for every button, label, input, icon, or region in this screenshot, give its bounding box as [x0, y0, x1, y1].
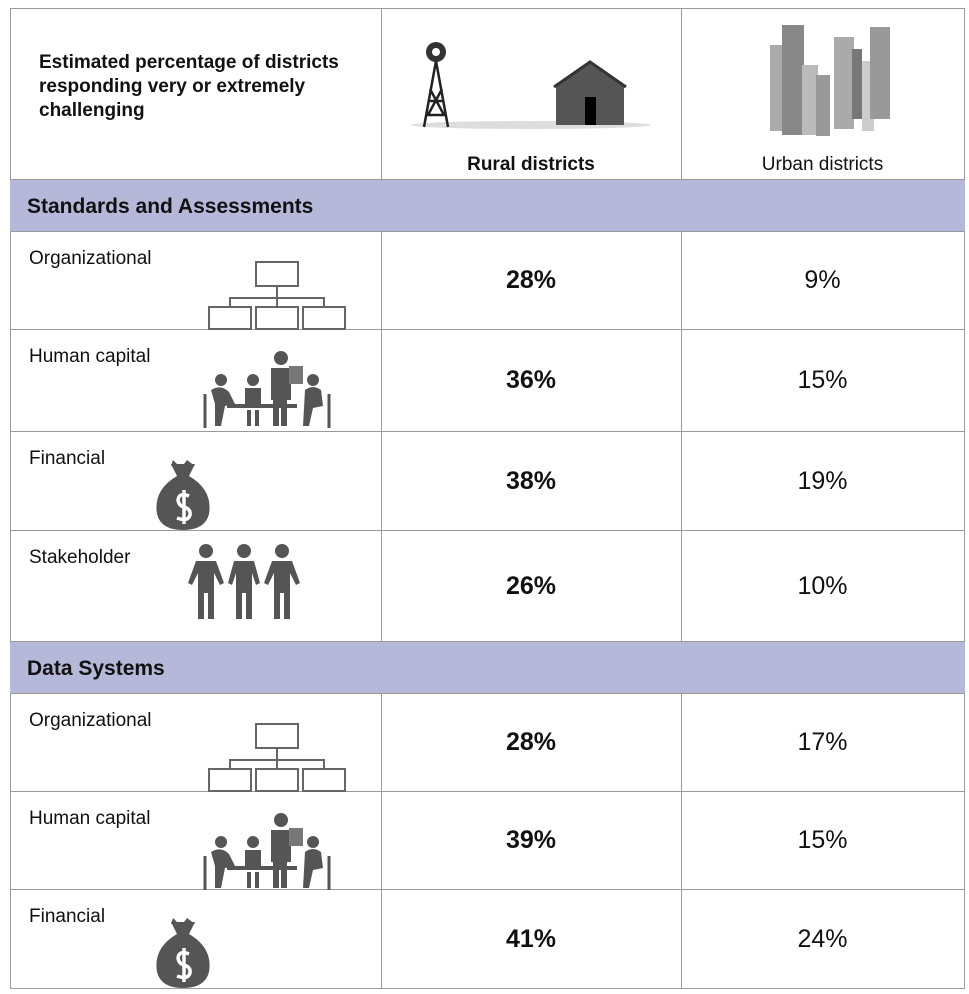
row-icon — [151, 446, 221, 536]
row-label-cell: Organizational — [10, 232, 382, 330]
row-label: Organizational — [29, 248, 152, 270]
urban-icon — [766, 21, 896, 136]
row-label: Organizational — [29, 710, 152, 732]
row-icon — [208, 708, 348, 798]
value-cell: 28% — [381, 694, 682, 792]
rural-value: 36% — [381, 366, 681, 395]
urban-value: 9% — [681, 266, 964, 295]
header-cell: Rural districts — [381, 8, 682, 180]
header-cell: Urban districts — [681, 8, 965, 180]
table-title: Estimated percentage of districts respon… — [39, 51, 359, 123]
row-label-cell: Organizational — [10, 694, 382, 792]
rural-value: 38% — [381, 467, 681, 496]
row-label: Stakeholder — [29, 547, 130, 569]
value-cell: 36% — [381, 330, 682, 432]
row-label: Human capital — [29, 346, 150, 368]
row-label: Financial — [29, 448, 105, 470]
value-cell: 9% — [681, 232, 965, 330]
row-icon — [201, 338, 336, 433]
urban-value: 24% — [681, 925, 964, 954]
page: Estimated percentage of districts respon… — [0, 0, 969, 989]
row-icon — [208, 246, 348, 336]
rural-value: 28% — [381, 266, 681, 295]
value-cell: 10% — [681, 531, 965, 642]
value-cell: 28% — [381, 232, 682, 330]
value-cell: 39% — [381, 792, 682, 890]
section-header: Standards and Assessments — [10, 180, 965, 232]
value-cell: 15% — [681, 330, 965, 432]
rural-icon — [406, 39, 666, 139]
urban-value: 17% — [681, 728, 964, 757]
section-header: Data Systems — [10, 642, 965, 694]
row-label-cell: Human capital — [10, 330, 382, 432]
row-icon — [186, 539, 306, 624]
value-cell: 19% — [681, 432, 965, 531]
row-label-cell: Financial — [10, 432, 382, 531]
value-cell: 26% — [381, 531, 682, 642]
column-header: Urban districts — [681, 154, 964, 176]
urban-value: 15% — [681, 826, 964, 855]
value-cell: 38% — [381, 432, 682, 531]
row-label: Human capital — [29, 808, 150, 830]
value-cell: 15% — [681, 792, 965, 890]
rural-value: 28% — [381, 728, 681, 757]
value-cell: 17% — [681, 694, 965, 792]
rural-value: 39% — [381, 826, 681, 855]
header-cell: Estimated percentage of districts respon… — [10, 8, 382, 180]
value-cell: 24% — [681, 890, 965, 989]
urban-value: 15% — [681, 366, 964, 395]
row-label-cell: Financial — [10, 890, 382, 989]
row-label: Financial — [29, 906, 105, 928]
value-cell: 41% — [381, 890, 682, 989]
rural-value: 26% — [381, 572, 681, 601]
urban-value: 19% — [681, 467, 964, 496]
urban-value: 10% — [681, 572, 964, 601]
row-label-cell: Stakeholder — [10, 531, 382, 642]
rural-value: 41% — [381, 925, 681, 954]
row-icon — [201, 800, 336, 895]
row-icon — [151, 904, 221, 994]
column-header: Rural districts — [381, 154, 681, 176]
row-label-cell: Human capital — [10, 792, 382, 890]
